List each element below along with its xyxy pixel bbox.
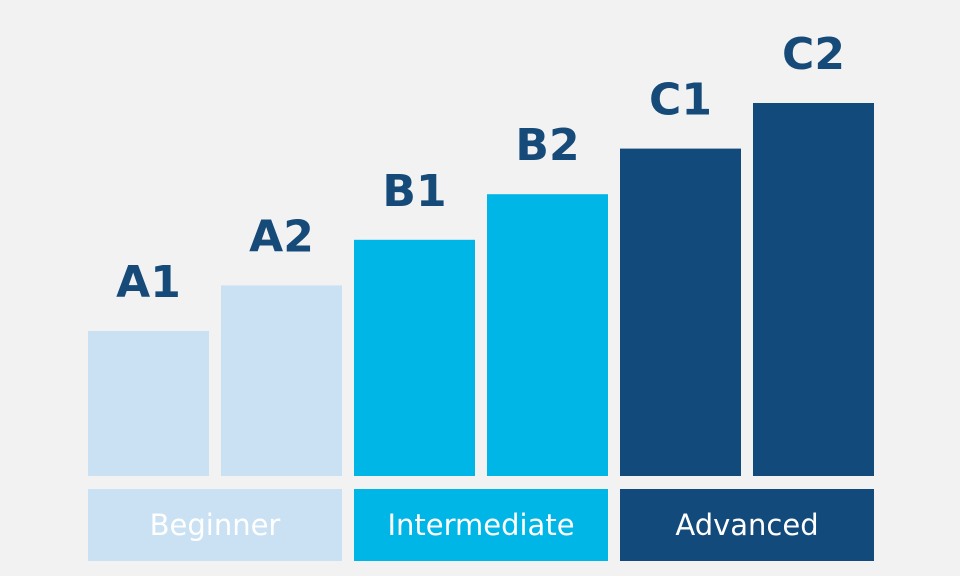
bar-label-a2: A2 <box>249 211 314 262</box>
group-band-intermediate <box>354 489 608 561</box>
bar-label-c1: C1 <box>649 75 712 126</box>
bar-b2 <box>487 194 608 476</box>
bar-b1 <box>354 239 475 476</box>
group-label-advanced: Advanced <box>675 508 818 542</box>
group-band-beginner <box>88 489 342 561</box>
bar-label-b2: B2 <box>515 120 579 171</box>
bar-a1 <box>88 331 209 476</box>
bar-label-c2: C2 <box>782 29 845 80</box>
group-label-intermediate: Intermediate <box>387 508 574 542</box>
bar-label-b1: B1 <box>382 166 446 217</box>
group-label-beginner: Beginner <box>150 508 281 542</box>
bar-c1 <box>620 148 741 476</box>
bar-c2 <box>753 103 874 476</box>
group-bands-layer: Beginner Intermediate Advanced <box>88 489 874 561</box>
group-band-advanced <box>620 489 874 561</box>
bar-labels-layer: A1 A2 B1 B2 C1 C2 <box>116 29 845 308</box>
bars-layer <box>88 103 874 476</box>
bar-a2 <box>221 285 342 476</box>
bar-label-a1: A1 <box>116 257 181 308</box>
